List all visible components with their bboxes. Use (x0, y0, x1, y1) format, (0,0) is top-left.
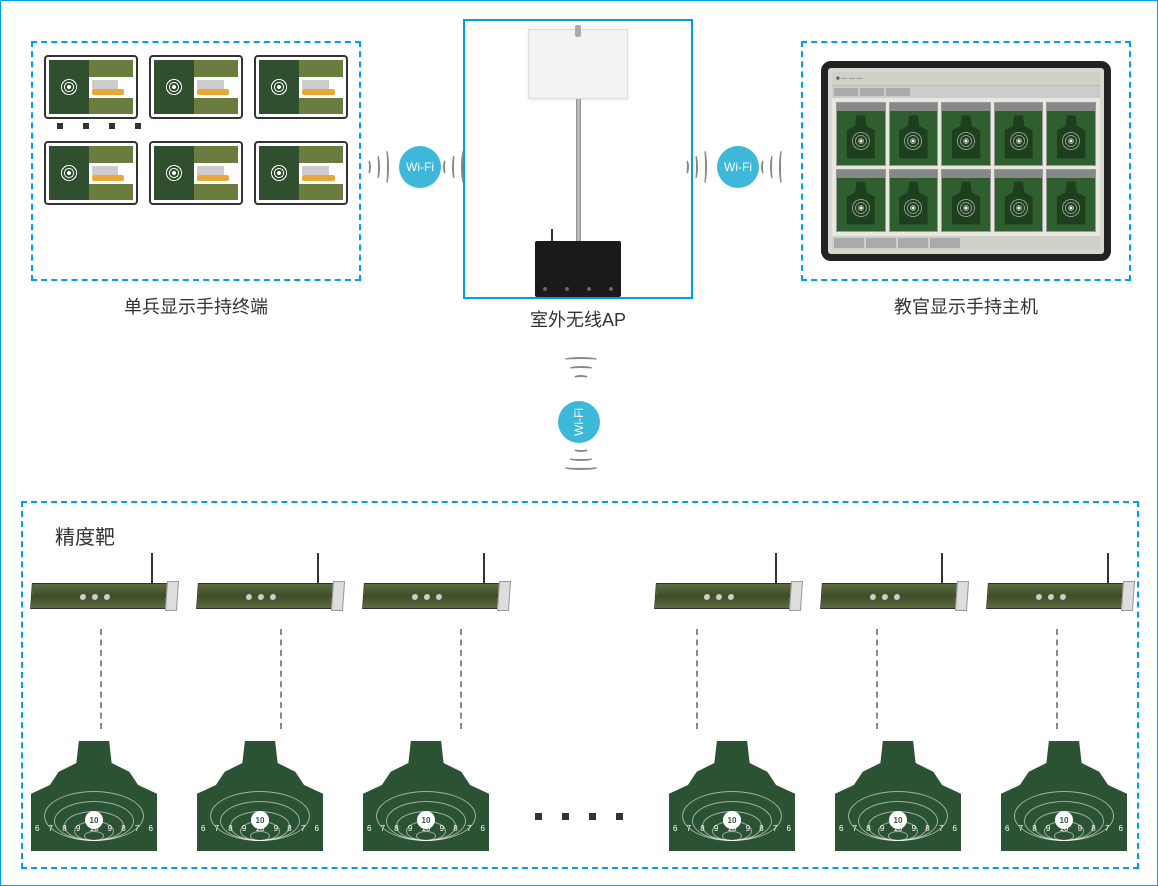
diagram-canvas: 单兵显示手持终端 室外无线AP ■ — — — (0, 0, 1158, 886)
wifi-waves-icon (761, 149, 785, 185)
soldier-tablet (149, 141, 243, 205)
soldier-terminals-box (31, 41, 361, 281)
target-silhouette: 106789109876 (363, 741, 489, 851)
sensor-bar (821, 571, 961, 615)
ellipsis-dots (535, 781, 623, 851)
soldier-tablet (44, 141, 138, 205)
outdoor-ap-label: 室外无线AP (463, 306, 693, 332)
connector-row (31, 629, 1127, 729)
instructor-host-label: 教官显示手持主机 (801, 293, 1131, 319)
sensor-bar-row (31, 571, 1127, 615)
soldier-tablet (254, 141, 348, 205)
outdoor-ap-box (463, 19, 693, 299)
wifi-waves-icon (563, 446, 599, 470)
soldier-terminals-label: 单兵显示手持终端 (31, 293, 361, 319)
soldier-tablet (254, 55, 348, 119)
app-titlebar: ■ — — — (832, 72, 1100, 86)
wifi-badge-left: Wi-Fi (399, 146, 441, 188)
wifi-badge-bottom: Wi-Fi (558, 401, 600, 443)
tablet-row-2 (33, 129, 359, 209)
wifi-waves-icon (365, 149, 389, 185)
instructor-tablet-icon: ■ — — — (821, 61, 1111, 261)
sensor-bar (655, 571, 795, 615)
wifi-waves-icon (563, 357, 599, 381)
wifi-waves-icon (443, 149, 467, 185)
target-silhouette: 106789109876 (669, 741, 795, 851)
soldier-tablet (149, 55, 243, 119)
target-silhouette: 106789109876 (197, 741, 323, 851)
app-footer (832, 236, 1100, 250)
target-silhouette: 106789109876 (1001, 741, 1127, 851)
wifi-badge-right: Wi-Fi (717, 146, 759, 188)
sensor-bar (987, 571, 1127, 615)
sensor-bar (197, 571, 337, 615)
wifi-waves-icon (683, 149, 707, 185)
precision-target-label: 精度靶 (55, 521, 115, 550)
soldier-tablet (44, 55, 138, 119)
tablet-row-1 (33, 43, 359, 123)
app-toolbar (832, 86, 1100, 98)
target-row: 106789109876 106789109876 106789109876 106… (31, 741, 1127, 851)
target-silhouette: 106789109876 (835, 741, 961, 851)
target-grid (832, 98, 1100, 236)
target-silhouette: 106789109876 (31, 741, 157, 851)
sensor-bar (363, 571, 503, 615)
sensor-bar (31, 571, 171, 615)
ap-device-icon (465, 29, 691, 297)
instructor-host-box: ■ — — — (801, 41, 1131, 281)
